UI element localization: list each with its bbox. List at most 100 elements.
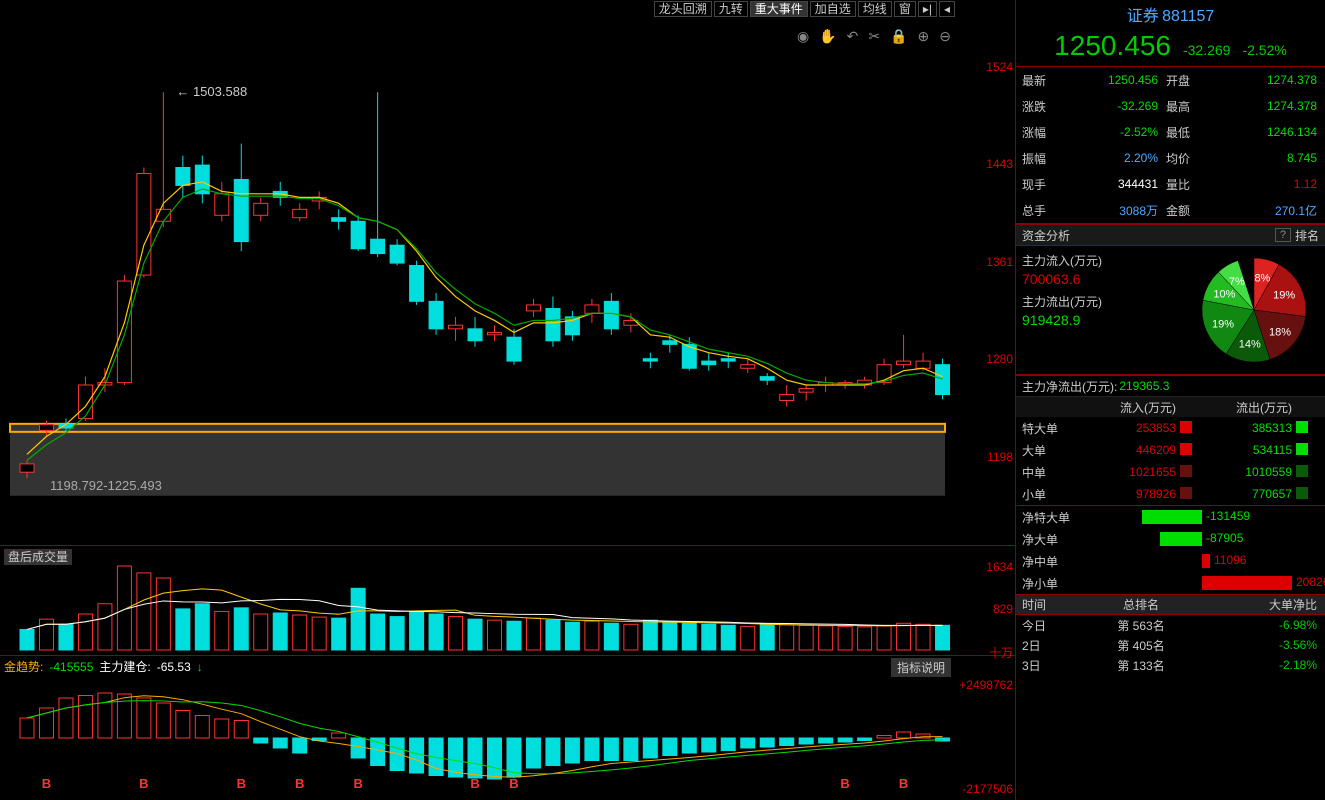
net-row: 净小单208268 [1016,572,1325,594]
rank-row: 3日第 133名-2.18% [1016,655,1325,675]
rank-head-time: 时间 [1016,596,1076,613]
stock-name: 证券 [1127,8,1159,25]
quote-label: 现手 [1016,176,1054,193]
stock-code: 881157 [1162,8,1214,25]
flow-head-in: 流入(万元) [1082,399,1180,416]
toolbar-arrow-icon[interactable]: ◂ [939,1,955,17]
fund-pie-chart: 8%19%18%14%19%10%7% [1189,250,1319,370]
toolbar-arrow-icon[interactable]: ▸| [918,1,937,17]
svg-text:B: B [840,776,849,791]
indicator-labels: 金趋势: -415555 主力建仓: -65.53 ↓ [4,658,203,675]
quote-grid: 最新1250.456开盘1274.378涨跌-32.269最高1274.378涨… [1016,67,1325,224]
rank-head-total: 总排名 [1076,596,1206,613]
net-flow-line: 主力净流出(万元): 219365.3 [1016,375,1325,397]
toolbar-item[interactable]: 重大事件 [750,1,808,17]
stock-header: 证券 881157 [1016,0,1325,28]
outflow-label: 主力流出(万元) [1022,295,1102,309]
quote-value: 1274.378 [1204,99,1325,113]
quote-label: 量比 [1166,176,1204,193]
svg-text:18%: 18% [1269,327,1291,339]
price-row: 1250.456 -32.269 -2.52% [1016,28,1325,67]
net-rows: 净特大单-131459净大单-87905净中单11096净小单208268 [1016,506,1325,595]
svg-text:B: B [139,776,148,791]
high-annotation: ← 1503.588 [176,84,247,99]
outflow-value: 919428.9 [1022,312,1080,328]
net-row: 净中单11096 [1016,550,1325,572]
svg-text:10%: 10% [1213,289,1235,301]
indicator-text: 金趋势: [4,660,43,674]
quote-label: 最低 [1166,124,1204,141]
y-axis-tick: 1634 [986,560,1013,574]
quote-label: 涨幅 [1016,124,1054,141]
svg-text:B: B [509,776,518,791]
quote-value: 1274.378 [1204,73,1325,87]
change-abs: -32.269 [1183,42,1230,58]
indicator-text: -65.53 [157,660,191,674]
inflow-value: 700063.6 [1022,271,1080,287]
y-axis-tick: 1361 [986,255,1013,269]
svg-text:7%: 7% [1229,276,1245,288]
indicator-text: -415555 [49,660,93,674]
y-axis-tick: +2498762 [959,678,1013,692]
net-row: 净大单-87905 [1016,528,1325,550]
svg-text:B: B [353,776,362,791]
fund-flow-section: 主力流入(万元) 700063.6 主力流出(万元) 919428.9 8%19… [1016,246,1325,375]
quote-value: 8.745 [1204,151,1325,165]
sidebar: 证券 881157 1250.456 -32.269 -2.52% 最新1250… [1015,0,1325,800]
help-button[interactable]: ? [1275,228,1291,242]
volume-label: 盘后成交量 [4,548,76,565]
quote-value: 1250.456 [1054,73,1166,87]
y-axis-tick: 1524 [986,60,1013,74]
volume-panel[interactable]: 盘后成交量 1634829十万 [0,546,1015,656]
toolbar-item[interactable]: 龙头回溯 [654,1,712,17]
quote-value: -32.269 [1054,99,1166,113]
quote-label: 开盘 [1166,72,1204,89]
flow-row: 小单978926770657 [1016,483,1325,505]
top-toolbar: 龙头回溯九转重大事件加自选均线窗▸|◂ [0,0,1015,18]
rank-row: 今日第 563名-6.98% [1016,615,1325,635]
inflow-label: 主力流入(万元) [1022,254,1102,268]
svg-text:19%: 19% [1273,290,1295,302]
flow-row: 大单446209534115 [1016,439,1325,461]
svg-text:B: B [42,776,51,791]
quote-label: 最高 [1166,98,1204,115]
rank-label[interactable]: 排名 [1295,227,1319,244]
fund-analysis-label: 资金分析 [1022,227,1070,244]
range-annotation: 1198.792-1225.493 [50,478,162,493]
y-axis-tick: 829 [993,602,1013,616]
y-axis-tick: 1443 [986,157,1013,171]
rank-row: 2日第 405名-3.56% [1016,635,1325,655]
toolbar-item[interactable]: 九转 [714,1,748,17]
svg-text:B: B [470,776,479,791]
svg-text:19%: 19% [1212,318,1234,330]
flow-table: 流入(万元) 流出(万元) 特大单253853385313大单446209534… [1016,397,1325,506]
flow-row: 特大单253853385313 [1016,417,1325,439]
quote-value: 270.1亿 [1204,202,1325,219]
last-price: 1250.456 [1054,30,1171,62]
y-axis-tick: 1280 [986,352,1013,366]
candlestick-panel[interactable]: 15241443136112801198 ← 1503.588 1198.792… [0,18,1015,546]
toolbar-item[interactable]: 加自选 [810,1,856,17]
down-arrow-icon: ↓ [197,660,203,674]
quote-value: 1.12 [1204,177,1325,191]
indicator-panel[interactable]: 金趋势:-415555主力建仓:-65.53↓ 指标说明 BBBBBBBBB +… [0,656,1015,800]
indicator-help-button[interactable]: 指标说明 [891,658,951,677]
svg-text:B: B [295,776,304,791]
net-row: 净特大单-131459 [1016,506,1325,528]
toolbar-item[interactable]: 均线 [858,1,892,17]
svg-text:14%: 14% [1239,339,1261,351]
change-pct: -2.52% [1242,42,1286,58]
indicator-text: 主力建仓: [99,660,150,674]
quote-label: 总手 [1016,202,1054,219]
rank-head-bignet: 大单净比 [1206,596,1325,613]
quote-label: 振幅 [1016,150,1054,167]
quote-label: 均价 [1166,150,1204,167]
toolbar-item[interactable]: 窗 [894,1,916,17]
quote-value: 3088万 [1054,202,1166,219]
quote-value: -2.52% [1054,125,1166,139]
flow-head-out: 流出(万元) [1198,399,1296,416]
quote-value: 1246.134 [1204,125,1325,139]
svg-text:8%: 8% [1254,272,1270,284]
rank-header: 时间 总排名 大单净比 [1016,595,1325,615]
svg-text:B: B [237,776,246,791]
